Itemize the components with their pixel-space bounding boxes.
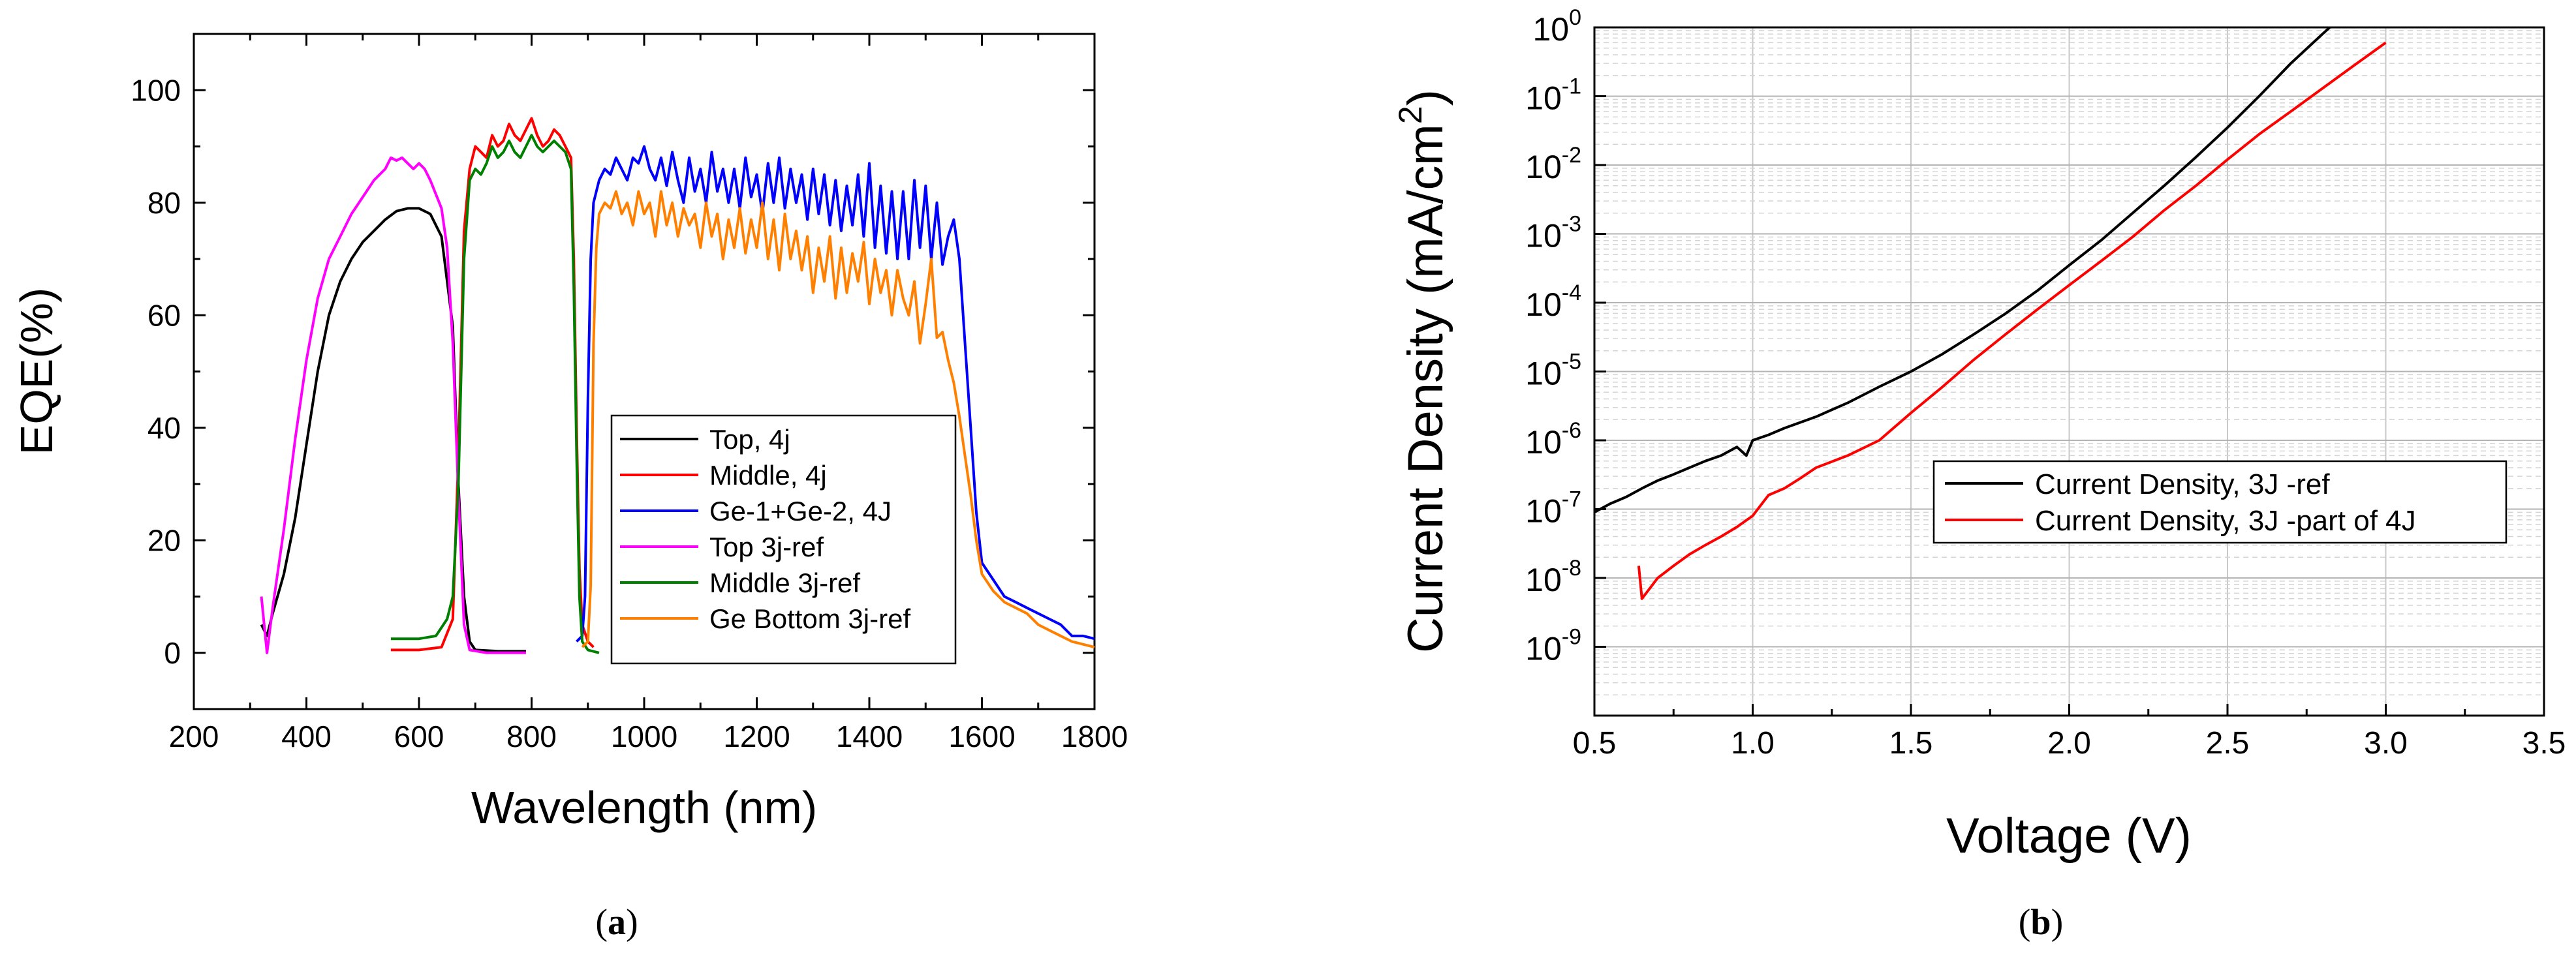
jv-y-tick-label: 100 xyxy=(1532,5,1581,48)
eqe-legend-label-top-3j-ref: Top 3j-ref xyxy=(709,532,824,562)
eqe-axis-ticks: 200 400 600 800 1000 1200 1400 1600 1800 0 20 40 60 8… xyxy=(131,33,1128,753)
eqe-series-line-top-4j xyxy=(260,207,526,653)
panel-label-a: (a) xyxy=(595,902,638,943)
jv-x-axis-title: Voltage (V) xyxy=(1946,808,2192,864)
eqe-legend-label-middle-4j: Middle, 4j xyxy=(709,460,827,491)
eqe-y-axis-title: EQE(%) xyxy=(11,288,62,455)
jv-legend-items: Current Density, 3J -ref Current Density,… xyxy=(1945,468,2416,537)
eqe-y-tick-label: 0 xyxy=(164,636,181,670)
jv-x-tick-label: 3.5 xyxy=(2522,726,2566,761)
eqe-y-tick-label: 60 xyxy=(147,298,181,332)
jv-legend-box xyxy=(1932,460,2507,544)
jv-series-line-current-density-3j-ref xyxy=(1594,27,2332,514)
eqe-legend-label-middle-3j-ref: Middle 3j-ref xyxy=(709,568,860,598)
jv-y-tick-label: 10-4 xyxy=(1525,280,1581,323)
jv-axis-ticks: 0.5 1.0 1.5 2.0 2.5 3.0 3.5 100 10-1 10-2 10-3 10-4… xyxy=(1525,5,2566,761)
eqe-x-tick-label: 1600 xyxy=(948,720,1015,753)
jv-series-group xyxy=(1594,27,2387,600)
jv-y-axis-title: Current Density (mA/cm2) xyxy=(1392,89,1453,653)
eqe-series-line-ge-1-ge-2-4j xyxy=(576,145,1095,643)
jv-grid xyxy=(1594,27,2545,716)
jv-series-line-current-density-3j-part-of-4j xyxy=(1637,41,2387,600)
eqe-y-tick-label: 100 xyxy=(131,73,181,107)
eqe-x-tick-label: 600 xyxy=(394,720,444,753)
jv-legend: Current Density, 3J -ref Current Density,… xyxy=(1932,460,2507,544)
jv-y-tick-label: 10-2 xyxy=(1525,143,1581,185)
jv-x-tick-label: 2.0 xyxy=(2047,726,2091,761)
jv-x-tick-label: 3.0 xyxy=(2364,726,2408,761)
eqe-x-tick-label: 800 xyxy=(506,720,557,753)
jv-y-tick-label: 10-6 xyxy=(1525,418,1581,461)
eqe-chart-panel: 200 400 600 800 1000 1200 1400 1600 1800 0 20 40 60 8… xyxy=(11,33,1128,943)
jv-y-tick-label: 10-1 xyxy=(1525,74,1581,117)
eqe-legend-label-top-4j: Top, 4j xyxy=(709,424,790,455)
eqe-series-line-top-3j-ref xyxy=(260,156,526,654)
eqe-x-axis-title: Wavelength (nm) xyxy=(471,782,817,833)
eqe-y-tick-label: 80 xyxy=(147,186,181,220)
eqe-x-tick-label: 1400 xyxy=(836,720,903,753)
eqe-series-line-ge-bottom-3j-ref xyxy=(581,190,1095,649)
eqe-series-line-middle-3j-ref xyxy=(390,134,600,654)
eqe-legend-label-ge-1-ge-2-4j: Ge-1+Ge-2, 4J xyxy=(709,496,892,526)
jv-x-tick-label: 2.5 xyxy=(2206,726,2250,761)
jv-y-tick-label: 10-9 xyxy=(1525,625,1581,667)
eqe-x-tick-label: 400 xyxy=(281,720,332,753)
jv-legend-label-current-density-3j-ref: Current Density, 3J -ref xyxy=(2035,468,2330,500)
jv-x-tick-label: 1.0 xyxy=(1731,726,1775,761)
jv-legend-label-current-density-3j-part-of-4j: Current Density, 3J -part of 4J xyxy=(2035,505,2416,537)
jv-y-tick-label: 10-8 xyxy=(1525,556,1581,598)
eqe-y-tick-label: 40 xyxy=(147,411,181,445)
eqe-x-tick-label: 200 xyxy=(169,720,219,753)
eqe-legend-items: Top, 4j Middle, 4j Ge-1+Ge-2, 4J Top 3j-ref… xyxy=(620,424,910,634)
eqe-y-tick-label: 20 xyxy=(147,523,181,557)
eqe-x-tick-label: 1800 xyxy=(1061,720,1128,753)
jv-y-tick-label: 10-3 xyxy=(1525,212,1581,254)
eqe-x-tick-label: 1200 xyxy=(723,720,790,753)
panel-label-b: (b) xyxy=(2019,902,2063,943)
jv-y-tick-label: 10-7 xyxy=(1525,487,1581,530)
eqe-x-tick-label: 1000 xyxy=(611,720,677,753)
jv-x-tick-label: 0.5 xyxy=(1573,726,1617,761)
eqe-legend-label-ge-bottom-3j-ref: Ge Bottom 3j-ref xyxy=(709,603,910,634)
jv-chart-panel: 0.5 1.0 1.5 2.0 2.5 3.0 3.5 100 10-1 10-2 10-3 10-4… xyxy=(1392,5,2566,943)
jv-y-tick-label: 10-5 xyxy=(1525,350,1581,392)
eqe-series-group xyxy=(260,117,1095,654)
eqe-series-line-middle-4j xyxy=(390,117,595,652)
jv-x-tick-label: 1.5 xyxy=(1889,726,1933,761)
eqe-legend-box xyxy=(610,414,957,665)
eqe-legend: Top, 4j Middle, 4j Ge-1+Ge-2, 4J Top 3j-ref… xyxy=(610,414,957,665)
